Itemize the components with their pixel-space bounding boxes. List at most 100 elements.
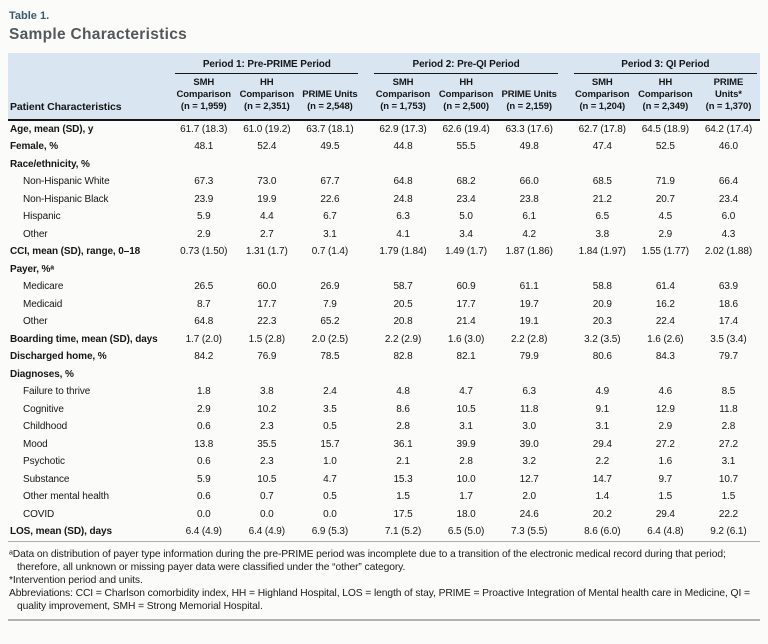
- cell-value: 47.4: [592, 141, 612, 153]
- sample-characteristics-table: Period 1: Pre-PRIME Period Period 2: Pre…: [8, 53, 760, 542]
- cell-value: 4.8: [396, 386, 410, 398]
- bottom-divider: [8, 618, 760, 621]
- cell-value: 10.7: [718, 473, 738, 485]
- cell-value: 3.0: [522, 421, 536, 433]
- cell-value: 2.2 (2.9): [384, 333, 422, 345]
- cell-value: 82.1: [456, 351, 476, 363]
- cell-value: 3.5: [323, 403, 337, 415]
- cell-value: 1.5: [658, 491, 673, 503]
- cell-value: 2.2 (2.8): [511, 333, 548, 345]
- cell-value: 61.1: [519, 281, 539, 293]
- period-1-group-header: Period 1: Pre-PRIME Period: [172, 53, 362, 74]
- cell-value: [697, 156, 760, 174]
- cell-value: 8.7: [196, 298, 211, 310]
- cell-value: 24.8: [393, 193, 413, 205]
- cell-value: [571, 156, 634, 174]
- cell-value: 79.9: [519, 351, 539, 363]
- footnotes: ᵃData on distribution of payer type info…: [9, 548, 757, 614]
- cell-value: [435, 366, 498, 384]
- cell-value: 0.5: [323, 421, 337, 433]
- cell-value: 68.2: [456, 176, 476, 188]
- column-spacer: [361, 208, 371, 226]
- column-spacer: [561, 471, 571, 489]
- cell-value: 0.6: [196, 456, 211, 468]
- group-spacer: [560, 53, 571, 74]
- cell-value: 1.0: [323, 456, 337, 468]
- cell-value: 6.4 (4.8): [633, 523, 697, 542]
- cell-value: 21.2: [592, 193, 612, 205]
- cell-value: 63.3 (17.6): [505, 123, 553, 135]
- cell-value: 6.0: [721, 211, 736, 223]
- column-spacer: [361, 191, 371, 209]
- cell-value: [571, 261, 634, 279]
- cell-value: 9.7: [658, 473, 673, 485]
- cell-value: 22.3: [257, 316, 277, 328]
- table-row: Boarding time, mean (SD), days 1.7 (2.0) 1…: [8, 331, 760, 349]
- cell-value: 49.8: [519, 141, 539, 153]
- col-header-p1-prime: PRIME Units (n = 2,548): [298, 74, 362, 121]
- footnote-abbreviations: Abbreviations: CCI = Charlson comorbidit…: [9, 588, 750, 613]
- cell-value: 1.5 (2.8): [248, 333, 285, 345]
- column-spacer: [361, 418, 371, 436]
- cell-value: [498, 261, 561, 279]
- cell-value: 23.4: [456, 193, 476, 205]
- table-row: Hispanic 5.9 4.4 6.7 6.3 5.0 6.1 6.5 4.5 6.0: [8, 208, 760, 226]
- cell-value: 3.1: [595, 421, 610, 433]
- cell-value: 64.8: [194, 316, 214, 328]
- col-header-p2-hh: HH Comparison (n = 2,500): [434, 74, 498, 121]
- column-spacer: [561, 401, 571, 419]
- cell-value: 4.1: [396, 228, 410, 240]
- cell-value: 1.55 (1.77): [641, 246, 689, 258]
- table-row: Substance 5.9 10.5 4.7 15.3 10.0 12.7 14.7 9.7 10…: [8, 471, 760, 489]
- table-row: Diagnoses, %: [8, 366, 760, 384]
- table-row: Payer, %ᵃ: [8, 261, 760, 279]
- column-spacer: [361, 243, 371, 261]
- cell-value: 0.6: [196, 491, 211, 503]
- cell-value: 1.5: [721, 491, 736, 503]
- cell-value: 0.0: [196, 508, 211, 520]
- cell-value: 0.73 (1.50): [180, 246, 228, 258]
- cell-value: 1.6 (2.6): [647, 333, 684, 345]
- table-header: Period 1: Pre-PRIME Period Period 2: Pre…: [8, 53, 760, 121]
- cell-value: 2.0 (2.5): [311, 333, 349, 345]
- cell-value: 3.2: [522, 456, 536, 468]
- column-spacer: [561, 191, 571, 209]
- column-spacer: [561, 278, 571, 296]
- row-label: Psychotic: [23, 456, 65, 468]
- table-row: COVID 0.0 0.0 0.0 17.5 18.0 24.6 20.2 29.4 22.2: [8, 506, 760, 524]
- cell-value: 64.8: [393, 176, 413, 188]
- column-spacer: [561, 506, 571, 524]
- table-row: CCI, mean (SD), range, 0–18 0.73 (1.50) 1.…: [8, 243, 760, 261]
- cell-value: [697, 366, 760, 384]
- cell-value: 39.0: [519, 438, 539, 450]
- table-row: Medicare 26.5 60.0 26.9 58.7 60.9 61.1 58.8 61.4…: [8, 278, 760, 296]
- column-spacer: [561, 120, 571, 139]
- cell-value: 2.7: [260, 228, 274, 240]
- row-label: Childhood: [23, 421, 68, 433]
- cell-value: 64.2 (17.4): [704, 123, 753, 135]
- cell-value: [172, 156, 235, 174]
- cell-value: 68.5: [592, 176, 612, 188]
- cell-value: 9.2 (6.1): [696, 523, 760, 542]
- row-label: Non-Hispanic Black: [23, 193, 109, 205]
- cell-value: 1.6 (3.0): [447, 333, 485, 345]
- column-spacer: [361, 488, 371, 506]
- cell-value: 7.9: [323, 298, 337, 310]
- cell-value: 63.9: [718, 281, 738, 293]
- column-spacer: [361, 401, 371, 419]
- cell-value: 4.7: [323, 473, 337, 485]
- row-label: Female, %: [10, 141, 59, 153]
- cell-value: 80.6: [592, 351, 612, 363]
- row-label: CCI, mean (SD), range, 0–18: [10, 246, 141, 258]
- cell-value: 6.3: [396, 211, 410, 223]
- table-row: Female, % 48.1 52.4 49.5 44.8 55.5 49.8 47.4 52.…: [8, 138, 760, 156]
- cell-value: 12.7: [519, 473, 539, 485]
- cell-value: [298, 156, 361, 174]
- column-spacer: [561, 226, 571, 244]
- cell-value: 52.5: [655, 141, 675, 153]
- cell-value: [371, 156, 434, 174]
- cell-value: 8.6: [396, 403, 410, 415]
- cell-value: 20.9: [592, 298, 612, 310]
- cell-value: [235, 366, 298, 384]
- cell-value: 20.7: [655, 193, 675, 205]
